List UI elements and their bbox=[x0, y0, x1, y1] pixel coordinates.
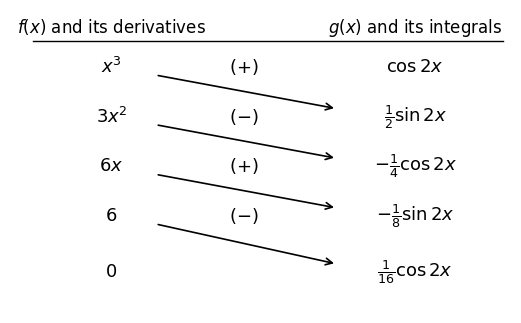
Text: $x^3$: $x^3$ bbox=[101, 57, 122, 77]
Text: $(-)$: $(-)$ bbox=[229, 107, 258, 127]
Text: $6x$: $6x$ bbox=[100, 157, 123, 175]
Text: $(+)$: $(+)$ bbox=[229, 156, 258, 176]
Text: $\frac{1}{16}\cos 2x$: $\frac{1}{16}\cos 2x$ bbox=[377, 258, 453, 286]
Text: $0$: $0$ bbox=[105, 263, 117, 281]
Text: $(+)$: $(+)$ bbox=[229, 57, 258, 77]
Text: $-\frac{1}{4}\cos 2x$: $-\frac{1}{4}\cos 2x$ bbox=[374, 152, 456, 180]
Text: $(-)$: $(-)$ bbox=[229, 206, 258, 226]
Text: $6$: $6$ bbox=[105, 207, 118, 225]
Text: $3x^2$: $3x^2$ bbox=[95, 107, 127, 127]
Text: $\frac{1}{2}\sin 2x$: $\frac{1}{2}\sin 2x$ bbox=[383, 103, 447, 130]
Text: $-\frac{1}{8}\sin 2x$: $-\frac{1}{8}\sin 2x$ bbox=[376, 202, 454, 230]
Text: $f(x)$ and its derivatives: $f(x)$ and its derivatives bbox=[17, 17, 206, 37]
Text: $\cos 2x$: $\cos 2x$ bbox=[387, 58, 444, 76]
Text: $g(x)$ and its integrals: $g(x)$ and its integrals bbox=[328, 17, 502, 39]
